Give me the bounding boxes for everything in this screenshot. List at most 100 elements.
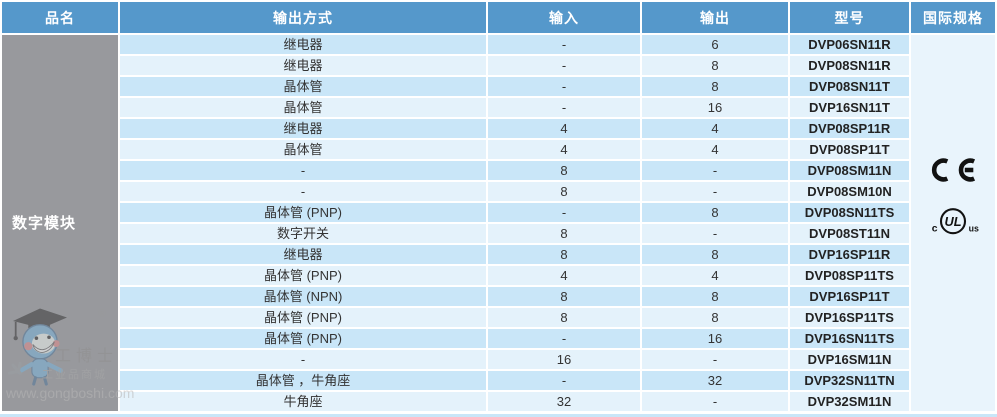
category-cell: 数字模块 [2, 35, 118, 411]
cell-output-method: 牛角座 [120, 392, 486, 411]
table-row: -8- DVP08SM10N [2, 182, 995, 201]
cell-model: DVP16SP11T [790, 287, 909, 306]
cell-output-method: 晶体管 (PNP) [120, 203, 486, 222]
table-row: 继电器 4 4 DVP08SP11R [2, 119, 995, 138]
cell-input: 8 [488, 224, 640, 243]
col-header-output: 输出 [642, 2, 788, 33]
col-header-product-name: 品名 [2, 2, 118, 33]
cell-input: - [488, 371, 640, 390]
cell-output: 16 [642, 98, 788, 117]
cell-model: DVP06SN11R [790, 35, 909, 54]
table-bottom-edge [0, 414, 997, 417]
cell-output-method: 晶体管 [120, 98, 486, 117]
cell-input: 16 [488, 350, 640, 369]
cell-model: DVP16SM11N [790, 350, 909, 369]
cell-input: 4 [488, 119, 640, 138]
header-row: 品名 输出方式 输入 输出 型号 国际规格 [2, 2, 995, 33]
ul-mark-us: us [969, 224, 979, 234]
cell-output-method: 晶体管 (NPN) [120, 287, 486, 306]
cell-model: DVP08SP11T [790, 140, 909, 159]
cell-output-method: - [120, 350, 486, 369]
cell-model: DVP08SM11N [790, 161, 909, 180]
cell-output: - [642, 350, 788, 369]
cell-input: - [488, 35, 640, 54]
cell-input: 4 [488, 140, 640, 159]
cell-output-method: 晶体管 [120, 140, 486, 159]
cell-output: 4 [642, 266, 788, 285]
col-header-intl-spec: 国际规格 [911, 2, 995, 33]
cell-output: - [642, 182, 788, 201]
cell-output: 8 [642, 56, 788, 75]
cell-input: - [488, 77, 640, 96]
cell-output-method: 晶体管 (PNP) [120, 266, 486, 285]
cell-output: - [642, 161, 788, 180]
ce-mark-icon [927, 157, 979, 188]
cell-output-method: 晶体管 (PNP) [120, 308, 486, 327]
cell-input: - [488, 56, 640, 75]
cell-output-method: 数字开关 [120, 224, 486, 243]
table-row: 晶体管 (PNP) 8 8 DVP16SP11TS [2, 308, 995, 327]
table-row: 数字开关 8- DVP08ST11N [2, 224, 995, 243]
cell-output: 4 [642, 119, 788, 138]
cell-output: 8 [642, 245, 788, 264]
cell-output: 8 [642, 287, 788, 306]
table-row: 晶体管 (PNP) -16 DVP16SN11TS [2, 329, 995, 348]
table-body: 数字模块 继电器 - 6 DVP06SN11R [2, 35, 995, 411]
cell-model: DVP16SN11T [790, 98, 909, 117]
cell-model: DVP08SP11R [790, 119, 909, 138]
cell-output: 8 [642, 203, 788, 222]
cell-output-method: 继电器 [120, 56, 486, 75]
cell-output: 4 [642, 140, 788, 159]
cell-input: - [488, 203, 640, 222]
cell-model: DVP32SM11N [790, 392, 909, 411]
cell-model: DVP08SN11TS [790, 203, 909, 222]
table-row: 晶体管 (NPN) 8 8 DVP16SP11T [2, 287, 995, 306]
cell-output: 32 [642, 371, 788, 390]
ul-mark-icon: UL c us [921, 204, 985, 245]
table-row: 继电器 8 8 DVP16SP11R [2, 245, 995, 264]
cell-output-method: 继电器 [120, 35, 486, 54]
cell-model: DVP16SN11TS [790, 329, 909, 348]
ul-mark-letters: UL [944, 214, 961, 229]
cell-output: 16 [642, 329, 788, 348]
intl-spec-cell: UL c us [911, 35, 995, 411]
table-row: 数字模块 继电器 - 6 DVP06SN11R [2, 35, 995, 411]
cell-input: 8 [488, 308, 640, 327]
cell-model: DVP08SN11T [790, 77, 909, 96]
cell-output: - [642, 224, 788, 243]
cell-model: DVP32SN11TN [790, 371, 909, 390]
cell-output: - [642, 392, 788, 411]
col-header-output-method: 输出方式 [120, 2, 486, 33]
table-row: 牛角座 32- DVP32SM11N [2, 392, 995, 411]
table-row: 晶体管 4 4 DVP08SP11T [2, 140, 995, 159]
cell-output-method: 晶体管 [120, 77, 486, 96]
cell-output: 8 [642, 308, 788, 327]
table-row: 晶体管 (PNP) -8 DVP08SN11TS [2, 203, 995, 222]
cell-input: - [488, 98, 640, 117]
cell-input: 4 [488, 266, 640, 285]
cell-model: DVP08SN11R [790, 56, 909, 75]
table-row: -16- DVP16SM11N [2, 350, 995, 369]
cell-model: DVP16SP11R [790, 245, 909, 264]
col-header-input: 输入 [488, 2, 640, 33]
cell-model: DVP08SM10N [790, 182, 909, 201]
table-row: 晶体管 -16 DVP16SN11T [2, 98, 995, 117]
cell-output-method: 继电器 [120, 245, 486, 264]
cell-output-method: - [120, 182, 486, 201]
table-row: 晶体管 ，牛角座 -32 DVP32SN11TN [2, 371, 995, 390]
cell-input: 8 [488, 245, 640, 264]
cell-model: DVP16SP11TS [790, 308, 909, 327]
cell-input: 8 [488, 182, 640, 201]
cell-output: 8 [642, 77, 788, 96]
cell-output-method: 晶体管 (PNP) [120, 329, 486, 348]
ul-mark-c: c [932, 224, 938, 235]
cell-output-method: - [120, 161, 486, 180]
cell-input: 32 [488, 392, 640, 411]
cell-model: DVP08SP11TS [790, 266, 909, 285]
cell-model: DVP08ST11N [790, 224, 909, 243]
cell-output: 6 [642, 35, 788, 54]
table-row: 晶体管 (PNP) 4 4 DVP08SP11TS [2, 266, 995, 285]
cell-input: - [488, 329, 640, 348]
